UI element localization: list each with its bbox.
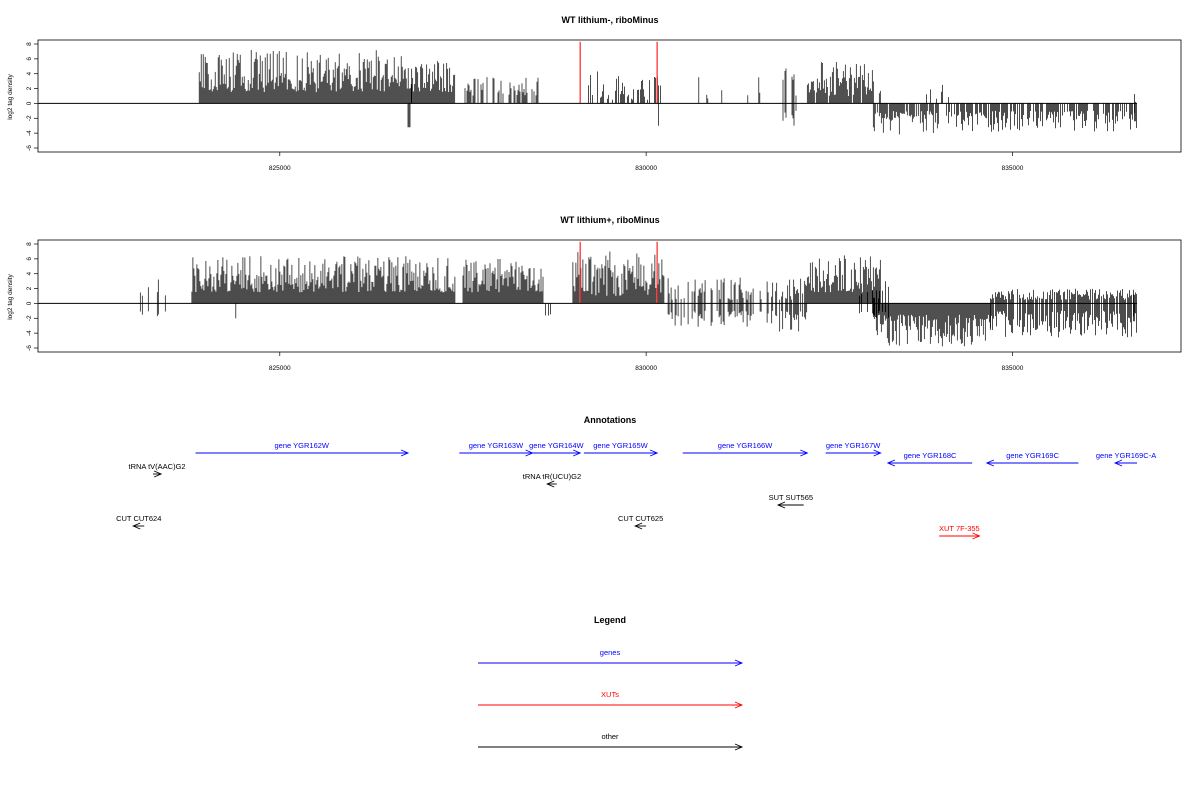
legend-item-other: other [478, 732, 744, 751]
y-tick-label: 0 [26, 101, 33, 105]
annotations-track: Annotations gene YGR162W gene YGR163W gene… [116, 415, 1156, 540]
y-tick-label: 6 [26, 257, 33, 261]
y-tick-label: 6 [26, 57, 33, 61]
legend-label: other [601, 732, 619, 741]
y-tick-label: 8 [26, 42, 33, 46]
panel-title: WT lithium+, riboMinus [560, 215, 659, 225]
annotation-label: gene YGR163W [469, 441, 524, 450]
annotation-label: gene YGR167W [826, 441, 881, 450]
legend-item-xut: XUTs [478, 690, 744, 709]
legend-title: Legend [594, 615, 626, 625]
y-tick-label: -6 [26, 345, 33, 351]
annotation-label: gene YGR169C [1006, 451, 1059, 460]
x-tick-label: 830000 [635, 365, 657, 372]
y-tick-label: -4 [26, 330, 33, 336]
legend-label: XUTs [601, 690, 619, 699]
annotation-label: CUT CUT624 [116, 514, 161, 523]
x-tick-label: 835000 [1002, 365, 1024, 372]
panel-title: WT lithium-, riboMinus [562, 15, 659, 25]
x-tick-label: 835000 [1002, 165, 1024, 172]
annotation-feature: SUT SUT565 [769, 493, 813, 509]
y-tick-label: -6 [26, 145, 33, 151]
annotation-feature: gene YGR169C-A [1096, 451, 1156, 467]
y-tick-label: 2 [26, 86, 33, 90]
plot-frame [37, 239, 1182, 353]
y-tick-label: 4 [26, 72, 33, 76]
plot-frame [37, 39, 1182, 153]
annotation-label: gene YGR162W [275, 441, 330, 450]
y-tick-label: 2 [26, 286, 33, 290]
x-tick-label: 830000 [635, 165, 657, 172]
axes: -6 -4 -2 0 2 4 6 8 825000 830000 835000 [26, 42, 1024, 172]
density-panel-lithium-minus: WT lithium-, riboMinus log2 tag density … [7, 15, 1182, 172]
density-panel-lithium-plus: WT lithium+, riboMinus log2 tag density … [7, 215, 1182, 372]
y-tick-label: 8 [26, 242, 33, 246]
annotation-features: gene YGR162W gene YGR163W gene YGR164W gene… [116, 441, 1156, 540]
y-axis-label: log2 tag density [7, 273, 14, 319]
annotation-label: gene YGR168C [904, 451, 957, 460]
legend-items: genes XUTs other [478, 648, 744, 751]
annotation-feature: CUT CUT625 [618, 514, 663, 530]
annotation-feature: tRNA tV(AAC)G2 [129, 462, 186, 478]
annotation-label: gene YGR169C-A [1096, 451, 1156, 460]
annotation-feature: gene YGR167W [825, 441, 882, 457]
annotation-feature: gene YGR162W [195, 441, 410, 457]
annotation-label: tRNA tR(UCU)G2 [523, 472, 581, 481]
annotation-feature: XUT 7F-355 [939, 524, 981, 540]
annotation-feature: gene YGR163W [459, 441, 534, 457]
annotation-label: gene YGR165W [593, 441, 648, 450]
annotation-feature: tRNA tR(UCU)G2 [523, 472, 581, 488]
axes: -6 -4 -2 0 2 4 6 8 825000 830000 835000 [26, 242, 1024, 372]
annotation-feature: gene YGR168C [886, 451, 973, 467]
density-bars [38, 41, 1138, 135]
annotations-title: Annotations [584, 415, 637, 425]
y-tick-label: 4 [26, 272, 33, 276]
annotation-label: CUT CUT625 [618, 514, 663, 523]
y-tick-label: -2 [26, 315, 33, 321]
annotation-label: tRNA tV(AAC)G2 [129, 462, 186, 471]
y-axis-label: log2 tag density [7, 73, 14, 119]
annotation-feature: CUT CUT624 [116, 514, 161, 530]
x-tick-label: 825000 [269, 365, 291, 372]
density-bars [38, 241, 1138, 347]
annotation-feature: gene YGR169C [985, 451, 1079, 467]
annotation-label: gene YGR166W [718, 441, 773, 450]
y-tick-label: 0 [26, 301, 33, 305]
x-tick-label: 825000 [269, 165, 291, 172]
annotation-feature: gene YGR164W [529, 441, 585, 457]
legend-label: genes [600, 648, 621, 657]
y-tick-label: -4 [26, 130, 33, 136]
legend-item-gene: genes [478, 648, 744, 667]
annotation-label: SUT SUT565 [769, 493, 813, 502]
annotation-label: gene YGR164W [529, 441, 584, 450]
annotation-feature: gene YGR166W [682, 441, 809, 457]
annotation-feature: gene YGR165W [583, 441, 659, 457]
legend: Legend genes XUTs other [478, 615, 744, 751]
y-tick-label: -2 [26, 115, 33, 121]
annotation-label: XUT 7F-355 [939, 524, 980, 533]
